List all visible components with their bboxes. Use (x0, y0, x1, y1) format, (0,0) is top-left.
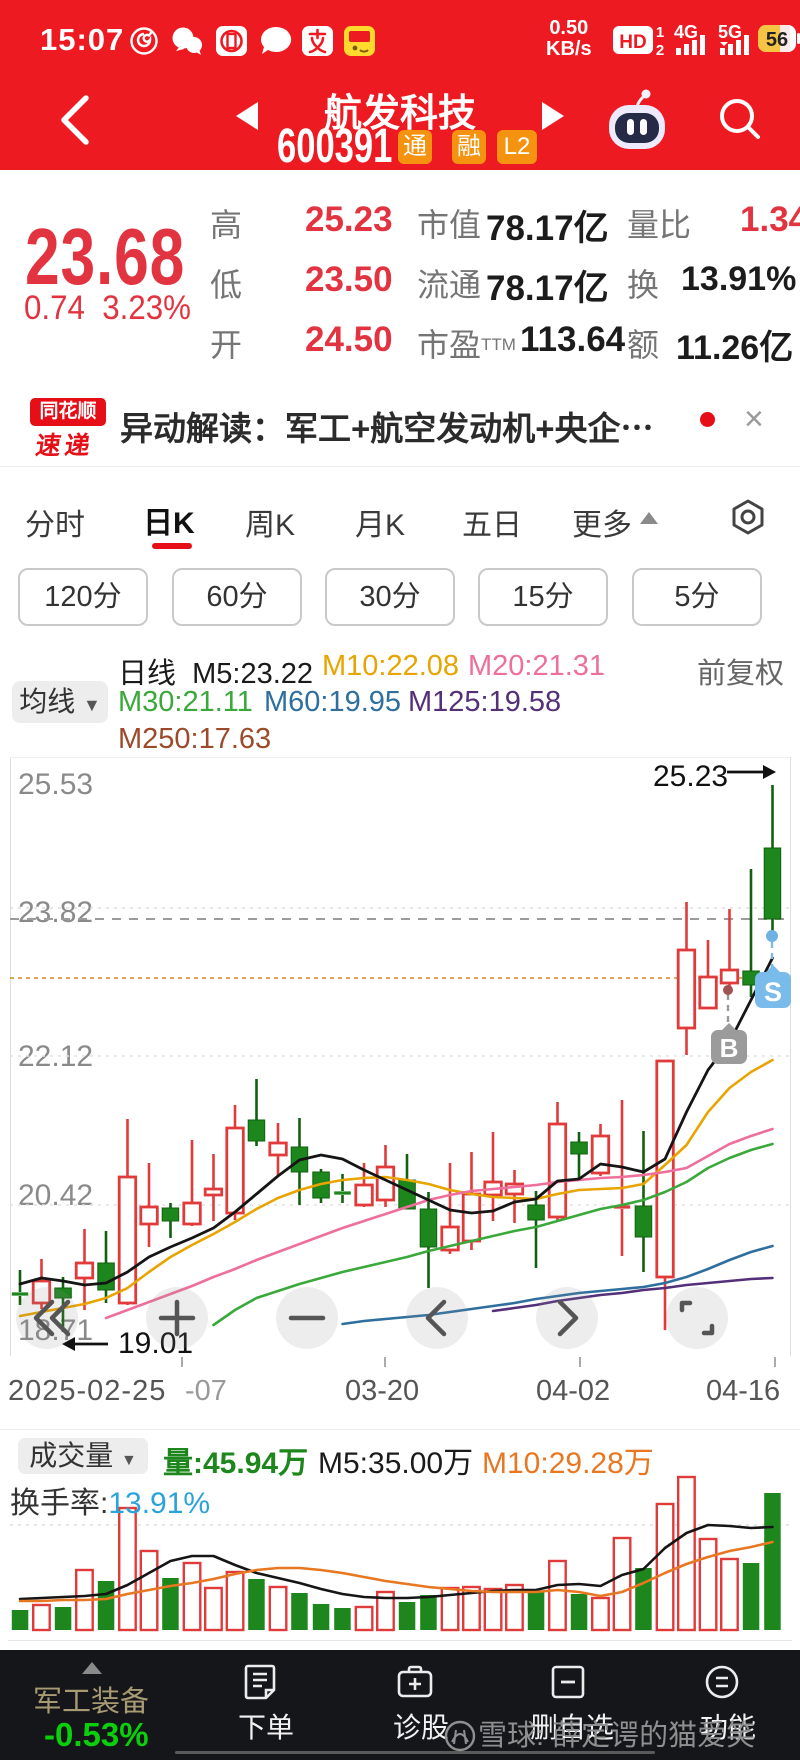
svg-text:5G: 5G (718, 22, 742, 42)
svg-text:2: 2 (656, 42, 664, 58)
svg-text:S: S (764, 977, 782, 1007)
svg-text:1: 1 (656, 24, 664, 41)
svg-text:4G: 4G (674, 22, 698, 42)
svg-text:HD: HD (619, 32, 646, 53)
svg-text:B: B (720, 1033, 739, 1063)
svg-text:56: 56 (766, 29, 788, 51)
